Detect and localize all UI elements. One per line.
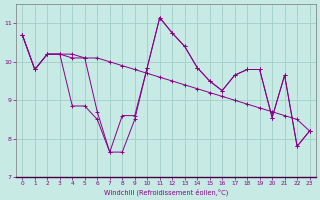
- X-axis label: Windchill (Refroidissement éolien,°C): Windchill (Refroidissement éolien,°C): [104, 188, 228, 196]
